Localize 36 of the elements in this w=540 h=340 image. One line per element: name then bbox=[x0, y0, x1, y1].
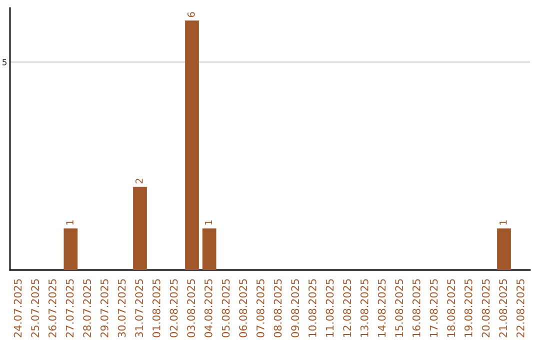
x-tick-label: 05.08.2025 bbox=[222, 279, 230, 338]
x-tick-label: 17.08.2025 bbox=[430, 279, 438, 337]
x-tick-label: 22.08.2025 bbox=[516, 279, 524, 338]
x-tick-label: 16.08.2025 bbox=[412, 279, 420, 337]
x-tick-label: 31.07.2025 bbox=[135, 279, 144, 338]
x-tick-label: 02.08.2025 bbox=[170, 279, 178, 338]
x-tick-label: 19.08.2025 bbox=[464, 279, 472, 337]
x-tick-label: 24.07.2025 bbox=[14, 279, 22, 338]
x-tick-label: 28.07.2025 bbox=[83, 279, 92, 338]
x-tick-label: 30.07.2025 bbox=[118, 279, 126, 338]
x-tick-label: 10.08.2025 bbox=[308, 279, 316, 337]
data-label: 1 bbox=[204, 220, 212, 225]
x-tick-label: 25.07.2025 bbox=[31, 279, 40, 338]
data-label: 1 bbox=[66, 220, 74, 225]
x-tick-label: 26.07.2025 bbox=[48, 279, 56, 338]
x-tick-label: 11.08.2025 bbox=[326, 279, 334, 337]
x-tick-label: 20.08.2025 bbox=[482, 279, 490, 338]
y-tick-label: 5 bbox=[2, 59, 6, 66]
x-tick-label: 03.08.2025 bbox=[187, 279, 196, 338]
x-tick-label: 18.08.2025 bbox=[447, 279, 456, 337]
data-label: 2 bbox=[135, 178, 143, 184]
x-tick-label: 27.07.2025 bbox=[66, 279, 74, 338]
x-tick-label: 06.08.2025 bbox=[239, 279, 248, 338]
x-tick-label: 21.08.2025 bbox=[499, 279, 508, 338]
x-tick-label: 13.08.2025 bbox=[360, 279, 368, 337]
x-tick-label: 12.08.2025 bbox=[343, 279, 352, 337]
x-tick-label: 14.08.2025 bbox=[378, 279, 386, 337]
x-tick-label: 04.08.2025 bbox=[204, 279, 212, 338]
data-label: 6 bbox=[187, 12, 195, 18]
x-tick-label: 01.08.2025 bbox=[152, 279, 160, 338]
data-label: 1 bbox=[500, 220, 507, 225]
x-tick-label: 08.08.2025 bbox=[274, 279, 282, 338]
x-tick-label: 15.08.2025 bbox=[395, 279, 404, 337]
x-tick-label: 29.07.2025 bbox=[100, 279, 108, 338]
x-tick-label: 07.08.2025 bbox=[256, 279, 264, 338]
x-tick-label: 09.08.2025 bbox=[291, 279, 300, 338]
